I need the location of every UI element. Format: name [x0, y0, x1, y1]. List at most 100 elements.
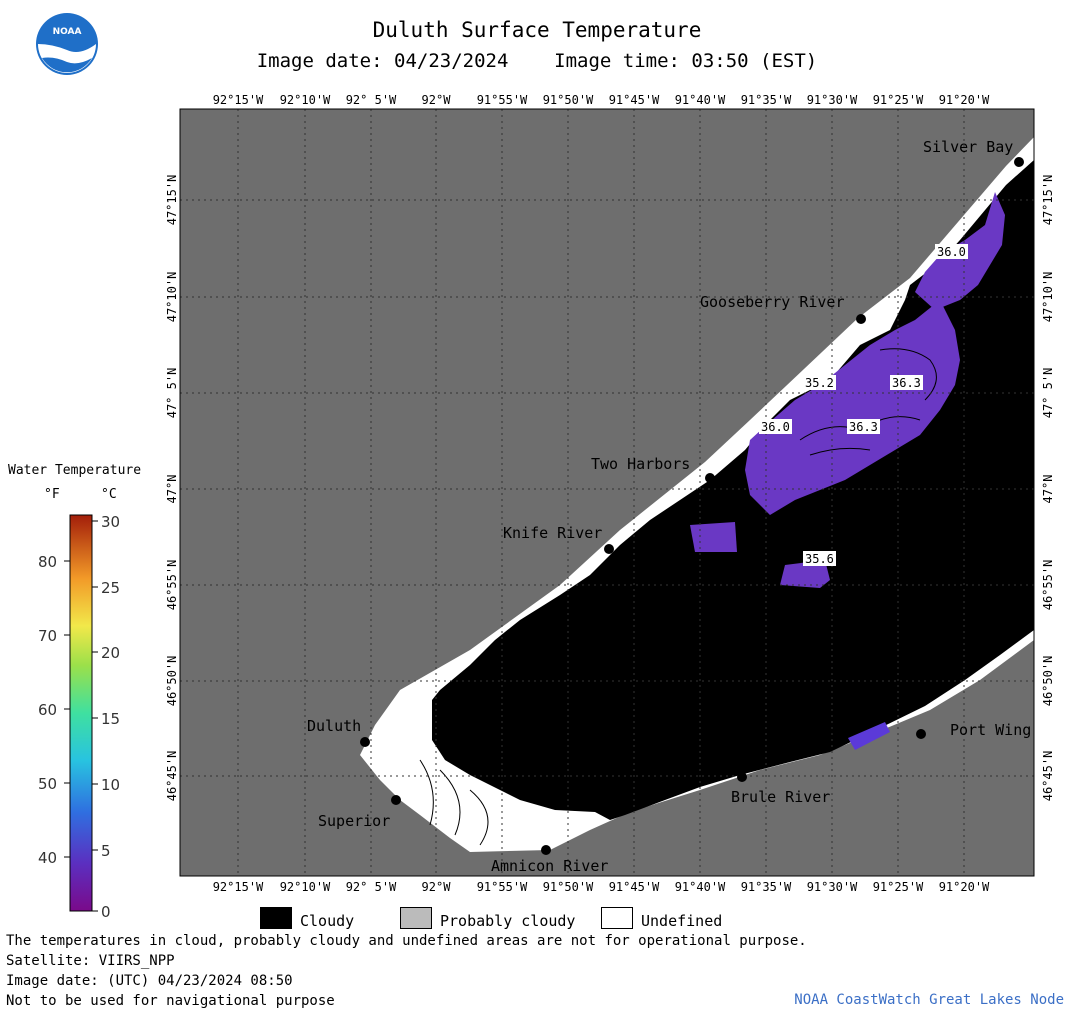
- lon-label-top: 91°55'W: [477, 93, 528, 107]
- lat-label-right: 47°15'N: [1041, 175, 1055, 226]
- lat-label-right: 47° 5'N: [1041, 368, 1055, 419]
- map-area: [179, 108, 1035, 877]
- lon-label-bottom: 91°25'W: [873, 880, 924, 894]
- temp-label: 36.3: [849, 420, 878, 434]
- temp-label: 36.0: [761, 420, 790, 434]
- place-marker: [541, 845, 551, 855]
- place-marker: [391, 795, 401, 805]
- lon-label-top: 92°W: [422, 93, 452, 107]
- temp-label: 36.3: [892, 376, 921, 390]
- utc-image-date: Image date: (UTC) 04/23/2024 08:50: [6, 973, 293, 989]
- place-brule-river: Brule River: [731, 788, 830, 806]
- legend-unit-c: °C: [101, 487, 117, 502]
- place-marker: [737, 772, 747, 782]
- lon-label-bottom: 92° 5'W: [346, 880, 397, 894]
- water-temp-36: [690, 522, 737, 552]
- place-marker: [360, 737, 370, 747]
- lon-label-bottom: 92°W: [422, 880, 452, 894]
- noaa-logo: NOAA: [36, 13, 98, 75]
- place-labels: Silver Bay Gooseberry River Two Harbors …: [307, 138, 1031, 875]
- place-marker: [705, 473, 715, 483]
- lat-label-right: 46°45'N: [1041, 751, 1055, 802]
- lat-label-right: 47°N: [1041, 475, 1055, 504]
- temperature-value-labels: 36.0 35.2 36.3 36.0 36.3 35.6: [759, 244, 968, 566]
- place-gooseberry-river: Gooseberry River: [700, 293, 845, 311]
- lon-label-bottom: 91°20'W: [939, 880, 990, 894]
- latitude-labels: 47°15'N 47°10'N 47° 5'N 47°N 46°55'N 46°…: [165, 175, 1055, 802]
- lat-label-left: 47°15'N: [165, 175, 179, 226]
- lon-label-top: 91°20'W: [939, 93, 990, 107]
- water-temp-36: [780, 560, 830, 588]
- lon-label-bottom: 91°50'W: [543, 880, 594, 894]
- place-duluth: Duluth: [307, 717, 361, 735]
- legend-f-tick: 50: [38, 775, 57, 793]
- lon-label-top: 91°30'W: [807, 93, 858, 107]
- lat-label-left: 47°10'N: [165, 272, 179, 323]
- place-port-wing: Port Wing: [950, 721, 1031, 739]
- legend-f-tick: 80: [38, 553, 57, 571]
- longitude-labels: 92°15'W 92°10'W 92° 5'W 92°W 91°55'W 91°…: [213, 93, 990, 894]
- map-title: Duluth Surface Temperature: [372, 18, 702, 42]
- lat-label-left: 47° 5'N: [165, 368, 179, 419]
- lon-label-top: 91°35'W: [741, 93, 792, 107]
- lon-label-top: 91°25'W: [873, 93, 924, 107]
- satellite-info: Satellite: VIIRS_NPP: [6, 953, 175, 969]
- water-temp-36: [745, 300, 960, 515]
- lat-label-right: 47°10'N: [1041, 272, 1055, 323]
- lon-label-bottom: 91°45'W: [609, 880, 660, 894]
- place-amnicon-river: Amnicon River: [491, 857, 608, 875]
- image-date-time: Image date: 04/23/2024 Image time: 03:50…: [256, 50, 818, 72]
- lon-label-bottom: 92°15'W: [213, 880, 264, 894]
- legend-c-tick: 15: [101, 710, 120, 728]
- temp-label: 36.0: [937, 245, 966, 259]
- lon-label-top: 92°10'W: [280, 93, 331, 107]
- cloudy-swatch: [260, 907, 292, 929]
- place-marker: [1014, 157, 1024, 167]
- lon-label-top: 91°45'W: [609, 93, 660, 107]
- place-superior: Superior: [318, 812, 390, 830]
- undefined-swatch: [601, 907, 633, 929]
- lon-label-bottom: 91°30'W: [807, 880, 858, 894]
- legend-title: Water Temperature: [8, 463, 142, 478]
- legend-unit-f: °F: [44, 487, 60, 502]
- lat-label-left: 46°45'N: [165, 751, 179, 802]
- lon-label-bottom: 92°10'W: [280, 880, 331, 894]
- probably-cloudy-swatch: [400, 907, 432, 929]
- place-marker: [856, 314, 866, 324]
- undefined-key-label: Undefined: [641, 912, 723, 930]
- lat-label-right: 46°50'N: [1041, 656, 1055, 707]
- lon-label-top: 92°15'W: [213, 93, 264, 107]
- legend-c-tick: 20: [101, 644, 120, 662]
- credit-link[interactable]: NOAA CoastWatch Great Lakes Node: [794, 992, 1064, 1008]
- legend-c-tick: 0: [101, 903, 111, 921]
- lat-label-left: 46°50'N: [165, 656, 179, 707]
- legend-c-tick: 10: [101, 776, 120, 794]
- lon-label-bottom: 91°55'W: [477, 880, 528, 894]
- legend-c-tick: 5: [101, 842, 111, 860]
- legend-f-tick: 70: [38, 627, 57, 645]
- lon-label-bottom: 91°40'W: [675, 880, 726, 894]
- cloudy-area: [432, 160, 1034, 820]
- lon-label-top: 91°40'W: [675, 93, 726, 107]
- place-two-harbors: Two Harbors: [591, 455, 690, 473]
- legend-f-tick: 60: [38, 701, 57, 719]
- temp-label: 35.2: [805, 376, 834, 390]
- legend-c-tick: 25: [101, 579, 120, 597]
- place-marker: [604, 544, 614, 554]
- lat-label-left: 47°N: [165, 475, 179, 504]
- lon-label-top: 92° 5'W: [346, 93, 397, 107]
- water-temp-36: [848, 722, 890, 750]
- temp-label: 35.6: [805, 552, 834, 566]
- noaa-logo-text: NOAA: [53, 27, 82, 37]
- lat-label-left: 46°55'N: [165, 560, 179, 611]
- place-marker: [916, 729, 926, 739]
- lat-label-right: 46°55'N: [1041, 560, 1055, 611]
- disclaimer-note: The temperatures in cloud, probably clou…: [6, 933, 807, 949]
- place-knife-river: Knife River: [503, 524, 602, 542]
- legend-f-tick: 40: [38, 849, 57, 867]
- temperature-colorbar: 80 70 60 50 40 30 25 20 15 10 5 0: [38, 513, 120, 921]
- lon-label-top: 91°50'W: [543, 93, 594, 107]
- navigation-warning: Not to be used for navigational purpose: [6, 993, 335, 1009]
- lon-label-bottom: 91°35'W: [741, 880, 792, 894]
